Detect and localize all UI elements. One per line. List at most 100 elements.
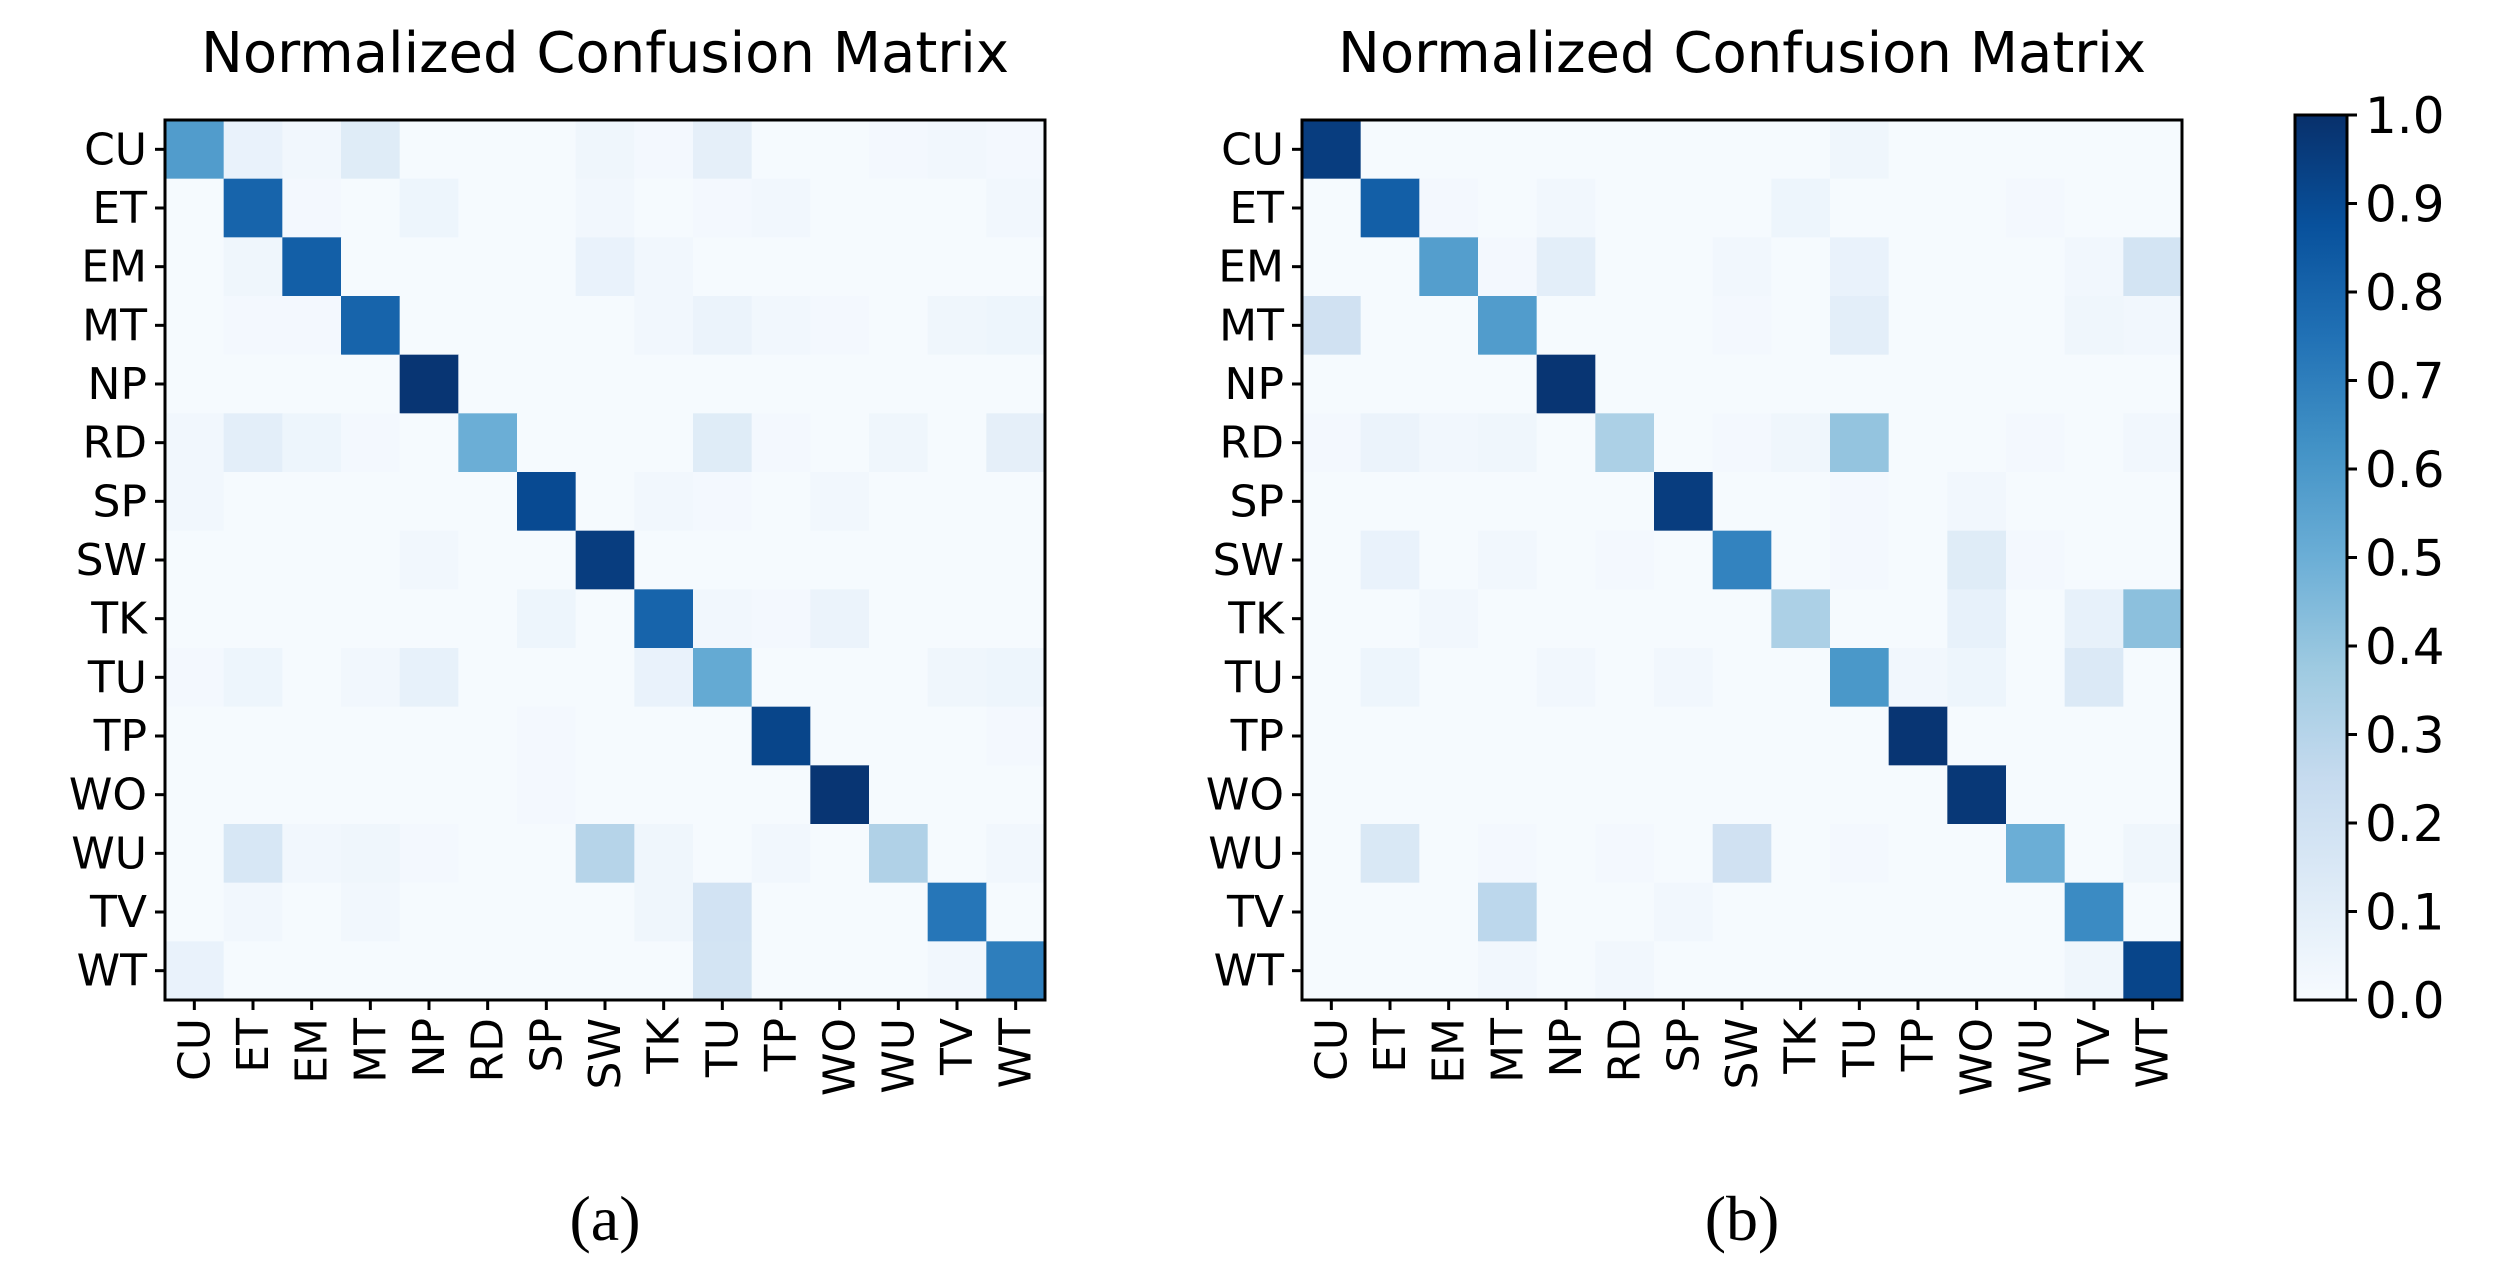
- cell-a-SP-NP: [399, 472, 459, 532]
- col-tick-label-b-TU: TU: [1834, 1018, 1885, 1078]
- cell-a-MT-SP: [517, 296, 577, 356]
- cell-a-TU-TV: [927, 648, 987, 708]
- cell-a-SW-MT: [341, 530, 401, 590]
- cell-a-EM-WU: [869, 237, 929, 297]
- cell-a-CU-EM: [282, 120, 342, 180]
- cell-b-WO-TK: [1771, 765, 1831, 825]
- chart-title-a: Normalized Confusion Matrix: [201, 21, 1009, 86]
- cell-a-TU-RD: [458, 648, 518, 708]
- cell-a-NP-WO: [810, 354, 870, 414]
- cell-a-RD-TU: [693, 413, 753, 473]
- cell-a-CU-TK: [634, 120, 694, 180]
- cell-a-WT-CU: [165, 941, 225, 1001]
- colorbar-tick-label-1.0: 1.0: [2365, 87, 2445, 145]
- confusion-matrix-a: Normalized Confusion Matrix CUETEMMTNPRD…: [69, 21, 1047, 1254]
- cell-a-TU-TK: [634, 648, 694, 708]
- cell-b-CU-EM: [1419, 120, 1479, 180]
- cell-a-MT-RD: [458, 296, 518, 356]
- cell-b-NP-MT: [1478, 354, 1538, 414]
- cell-b-TU-EM: [1419, 648, 1479, 708]
- cell-a-TP-TK: [634, 706, 694, 766]
- cell-a-SP-TU: [693, 472, 753, 532]
- col-tick-label-b-CU: CU: [1306, 1018, 1357, 1081]
- row-tick-label-a-WO: WO: [69, 770, 147, 821]
- cell-a-MT-TK: [634, 296, 694, 356]
- cell-a-NP-MT: [341, 354, 401, 414]
- cell-b-WT-ET: [1360, 941, 1420, 1001]
- caption-a: (a): [569, 1183, 640, 1254]
- cell-b-TU-MT: [1478, 648, 1538, 708]
- cell-b-RD-TP: [1888, 413, 1948, 473]
- cell-b-SP-TK: [1771, 472, 1831, 532]
- cell-a-TV-TU: [693, 882, 753, 942]
- cell-a-ET-MT: [341, 178, 401, 238]
- cell-a-RD-SW: [575, 413, 635, 473]
- cell-b-EM-TP: [1888, 237, 1948, 297]
- cell-b-TK-WT: [2123, 589, 2183, 649]
- cell-b-TK-SP: [1654, 589, 1714, 649]
- cell-a-EM-NP: [399, 237, 459, 297]
- cell-b-TU-TK: [1771, 648, 1831, 708]
- cell-a-ET-NP: [399, 178, 459, 238]
- cell-b-RD-TU: [1830, 413, 1890, 473]
- cell-a-WO-TP: [751, 765, 811, 825]
- cell-a-TU-EM: [282, 648, 342, 708]
- cell-a-TK-CU: [165, 589, 225, 649]
- cell-a-SW-EM: [282, 530, 342, 590]
- cell-b-CU-WO: [1947, 120, 2007, 180]
- cell-a-RD-TK: [634, 413, 694, 473]
- heatmap-cells-b: [1302, 120, 2183, 1001]
- col-tick-label-a-TU: TU: [697, 1018, 748, 1078]
- col-tick-labels-a: CU ET EM MT NP RD SP SW TK TU TP WO WU TV WT: [169, 1000, 1042, 1096]
- cell-a-ET-WO: [810, 178, 870, 238]
- cell-a-TP-ET: [223, 706, 283, 766]
- cell-a-TU-WO: [810, 648, 870, 708]
- cell-b-CU-TV: [2064, 120, 2124, 180]
- cell-b-EM-WU: [2006, 237, 2066, 297]
- cell-a-ET-EM: [282, 178, 342, 238]
- cell-b-TK-TV: [2064, 589, 2124, 649]
- cell-b-TU-NP: [1536, 648, 1596, 708]
- cell-a-TU-SW: [575, 648, 635, 708]
- cell-a-EM-WO: [810, 237, 870, 297]
- cell-a-SW-CU: [165, 530, 225, 590]
- row-tick-label-b-TU: TU: [1224, 652, 1284, 703]
- cell-a-TV-ET: [223, 882, 283, 942]
- cell-b-SP-MT: [1478, 472, 1538, 532]
- col-tick-label-a-NP: NP: [404, 1018, 455, 1077]
- cell-b-RD-TK: [1771, 413, 1831, 473]
- cell-a-SP-WU: [869, 472, 929, 532]
- cell-b-TP-TU: [1830, 706, 1890, 766]
- cell-a-ET-SP: [517, 178, 577, 238]
- cell-a-ET-WU: [869, 178, 929, 238]
- cell-b-TK-TU: [1830, 589, 1890, 649]
- cell-b-WU-ET: [1360, 824, 1420, 884]
- cell-b-RD-TV: [2064, 413, 2124, 473]
- cell-b-EM-RD: [1595, 237, 1655, 297]
- col-tick-label-b-MT: MT: [1482, 1018, 1533, 1083]
- cell-b-MT-SW: [1712, 296, 1772, 356]
- cell-a-RD-WO: [810, 413, 870, 473]
- cell-a-WT-TV: [927, 941, 987, 1001]
- confusion-matrix-b: Normalized Confusion Matrix CUETEMMTNPRD…: [1206, 21, 2184, 1254]
- cell-b-WU-MT: [1478, 824, 1538, 884]
- cell-b-TP-SP: [1654, 706, 1714, 766]
- cell-a-SW-NP: [399, 530, 459, 590]
- cell-a-WO-TV: [927, 765, 987, 825]
- cell-b-TP-ET: [1360, 706, 1420, 766]
- cell-b-EM-CU: [1302, 237, 1362, 297]
- row-tick-label-b-WO: WO: [1206, 770, 1284, 821]
- col-tick-label-b-SP: SP: [1658, 1018, 1709, 1072]
- cell-a-NP-SP: [517, 354, 577, 414]
- cell-a-CU-WT: [986, 120, 1046, 180]
- cell-b-TV-RD: [1595, 882, 1655, 942]
- cell-a-CU-TU: [693, 120, 753, 180]
- cell-a-RD-WT: [986, 413, 1046, 473]
- cell-a-CU-ET: [223, 120, 283, 180]
- cell-a-CU-MT: [341, 120, 401, 180]
- cell-a-TV-MT: [341, 882, 401, 942]
- cell-b-EM-NP: [1536, 237, 1596, 297]
- cell-a-TK-EM: [282, 589, 342, 649]
- cell-a-MT-SW: [575, 296, 635, 356]
- cell-a-WT-TK: [634, 941, 694, 1001]
